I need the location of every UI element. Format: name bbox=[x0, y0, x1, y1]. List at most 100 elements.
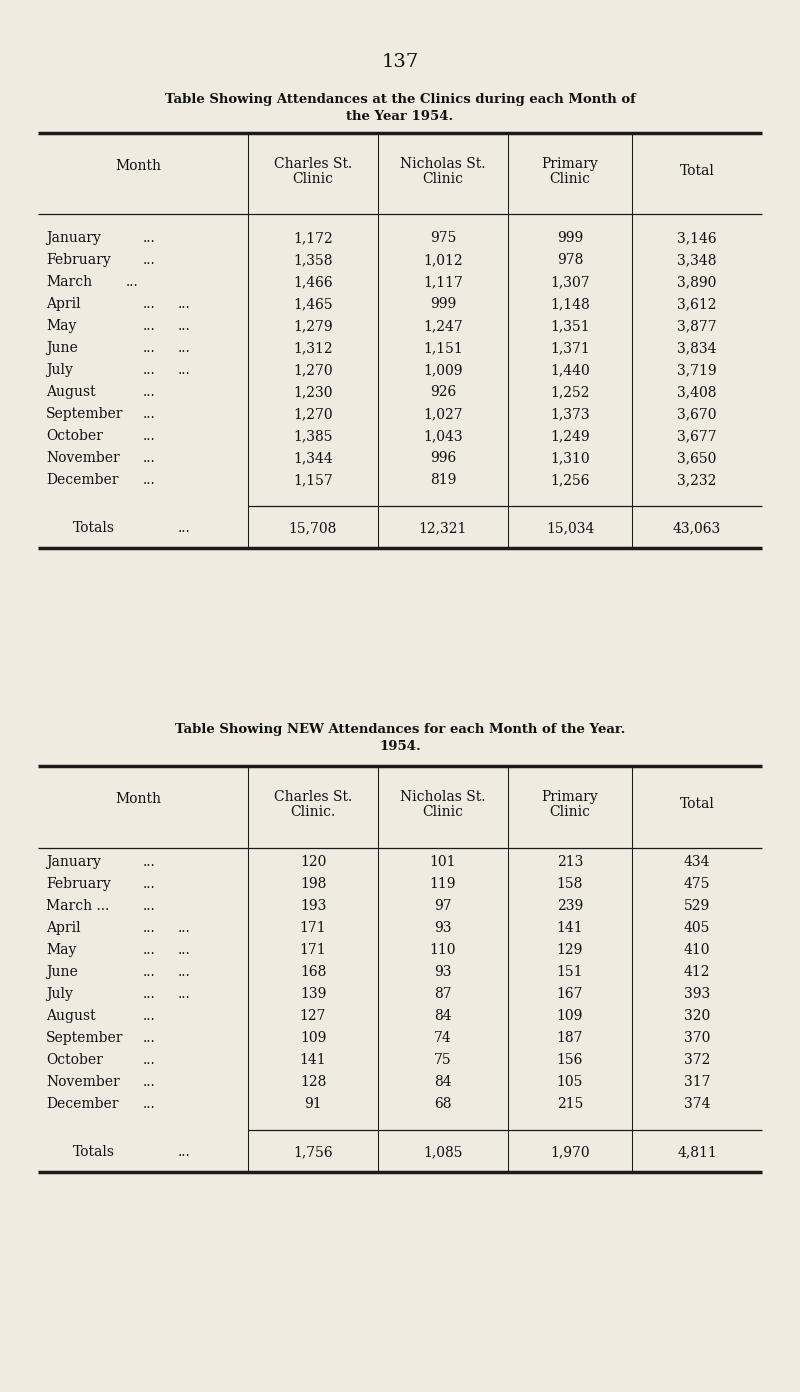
Text: ...: ... bbox=[178, 296, 190, 310]
Text: 1,385: 1,385 bbox=[294, 429, 333, 443]
Text: December: December bbox=[46, 1097, 118, 1111]
Text: ...: ... bbox=[143, 1075, 156, 1089]
Text: ...: ... bbox=[178, 1146, 190, 1160]
Text: 151: 151 bbox=[557, 965, 583, 979]
Text: 1,344: 1,344 bbox=[293, 451, 333, 465]
Text: 68: 68 bbox=[434, 1097, 452, 1111]
Text: Clinic: Clinic bbox=[550, 173, 590, 187]
Text: 3,146: 3,146 bbox=[677, 231, 717, 245]
Text: ...: ... bbox=[143, 1009, 156, 1023]
Text: 1,172: 1,172 bbox=[293, 231, 333, 245]
Text: 3,719: 3,719 bbox=[677, 363, 717, 377]
Text: 975: 975 bbox=[430, 231, 456, 245]
Text: 370: 370 bbox=[684, 1031, 710, 1045]
Text: 119: 119 bbox=[430, 877, 456, 891]
Text: 198: 198 bbox=[300, 877, 326, 891]
Text: ...: ... bbox=[178, 363, 190, 377]
Text: Charles St.: Charles St. bbox=[274, 791, 352, 805]
Text: Clinic: Clinic bbox=[422, 805, 463, 818]
Text: Primary: Primary bbox=[542, 791, 598, 805]
Text: Table Showing NEW Attendances for each Month of the Year.: Table Showing NEW Attendances for each M… bbox=[175, 724, 625, 736]
Text: 3,890: 3,890 bbox=[678, 276, 717, 290]
Text: ...: ... bbox=[143, 253, 156, 267]
Text: September: September bbox=[46, 406, 123, 420]
Text: 1,307: 1,307 bbox=[550, 276, 590, 290]
Text: ...: ... bbox=[178, 965, 190, 979]
Text: 1,247: 1,247 bbox=[423, 319, 463, 333]
Text: 1,009: 1,009 bbox=[423, 363, 462, 377]
Text: ...: ... bbox=[126, 276, 138, 290]
Text: 93: 93 bbox=[434, 922, 452, 935]
Text: ...: ... bbox=[143, 341, 156, 355]
Text: ...: ... bbox=[143, 451, 156, 465]
Text: June: June bbox=[46, 341, 78, 355]
Text: ...: ... bbox=[143, 429, 156, 443]
Text: July: July bbox=[46, 987, 73, 1001]
Text: 105: 105 bbox=[557, 1075, 583, 1089]
Text: ...: ... bbox=[178, 319, 190, 333]
Text: Clinic: Clinic bbox=[550, 805, 590, 818]
Text: ...: ... bbox=[178, 942, 190, 958]
Text: 1,252: 1,252 bbox=[550, 386, 590, 400]
Text: November: November bbox=[46, 451, 120, 465]
Text: ...: ... bbox=[143, 406, 156, 420]
Text: 1,157: 1,157 bbox=[293, 473, 333, 487]
Text: ...: ... bbox=[143, 899, 156, 913]
Text: 93: 93 bbox=[434, 965, 452, 979]
Text: May: May bbox=[46, 319, 76, 333]
Text: 393: 393 bbox=[684, 987, 710, 1001]
Text: June: June bbox=[46, 965, 78, 979]
Text: 74: 74 bbox=[434, 1031, 452, 1045]
Text: 1,151: 1,151 bbox=[423, 341, 463, 355]
Text: January: January bbox=[46, 231, 101, 245]
Text: ...: ... bbox=[143, 296, 156, 310]
Text: 3,677: 3,677 bbox=[677, 429, 717, 443]
Text: 1,270: 1,270 bbox=[293, 363, 333, 377]
Text: September: September bbox=[46, 1031, 123, 1045]
Text: 215: 215 bbox=[557, 1097, 583, 1111]
Text: 15,034: 15,034 bbox=[546, 521, 594, 535]
Text: 141: 141 bbox=[557, 922, 583, 935]
Text: ...: ... bbox=[178, 341, 190, 355]
Text: 3,877: 3,877 bbox=[677, 319, 717, 333]
Text: 1,230: 1,230 bbox=[294, 386, 333, 400]
Text: 372: 372 bbox=[684, 1052, 710, 1068]
Text: 87: 87 bbox=[434, 987, 452, 1001]
Text: 1954.: 1954. bbox=[379, 741, 421, 753]
Text: 1,756: 1,756 bbox=[293, 1146, 333, 1160]
Text: 3,612: 3,612 bbox=[678, 296, 717, 310]
Text: 1,440: 1,440 bbox=[550, 363, 590, 377]
Text: 1,043: 1,043 bbox=[423, 429, 463, 443]
Text: ...: ... bbox=[143, 473, 156, 487]
Text: 141: 141 bbox=[300, 1052, 326, 1068]
Text: 1,270: 1,270 bbox=[293, 406, 333, 420]
Text: 84: 84 bbox=[434, 1075, 452, 1089]
Text: Clinic.: Clinic. bbox=[290, 805, 336, 818]
Text: May: May bbox=[46, 942, 76, 958]
Text: ...: ... bbox=[143, 922, 156, 935]
Text: August: August bbox=[46, 386, 96, 400]
Text: 1,312: 1,312 bbox=[293, 341, 333, 355]
Text: December: December bbox=[46, 473, 118, 487]
Text: ...: ... bbox=[143, 942, 156, 958]
Text: 109: 109 bbox=[557, 1009, 583, 1023]
Text: 171: 171 bbox=[300, 922, 326, 935]
Text: the Year 1954.: the Year 1954. bbox=[346, 110, 454, 124]
Text: 434: 434 bbox=[684, 855, 710, 869]
Text: 1,012: 1,012 bbox=[423, 253, 463, 267]
Text: 317: 317 bbox=[684, 1075, 710, 1089]
Text: ...: ... bbox=[143, 855, 156, 869]
Text: 475: 475 bbox=[684, 877, 710, 891]
Text: 1,466: 1,466 bbox=[293, 276, 333, 290]
Text: 529: 529 bbox=[684, 899, 710, 913]
Text: 139: 139 bbox=[300, 987, 326, 1001]
Text: 978: 978 bbox=[557, 253, 583, 267]
Text: 1,117: 1,117 bbox=[423, 276, 463, 290]
Text: 110: 110 bbox=[430, 942, 456, 958]
Text: January: January bbox=[46, 855, 101, 869]
Text: 996: 996 bbox=[430, 451, 456, 465]
Text: 239: 239 bbox=[557, 899, 583, 913]
Text: 213: 213 bbox=[557, 855, 583, 869]
Text: October: October bbox=[46, 429, 103, 443]
Text: 43,063: 43,063 bbox=[673, 521, 721, 535]
